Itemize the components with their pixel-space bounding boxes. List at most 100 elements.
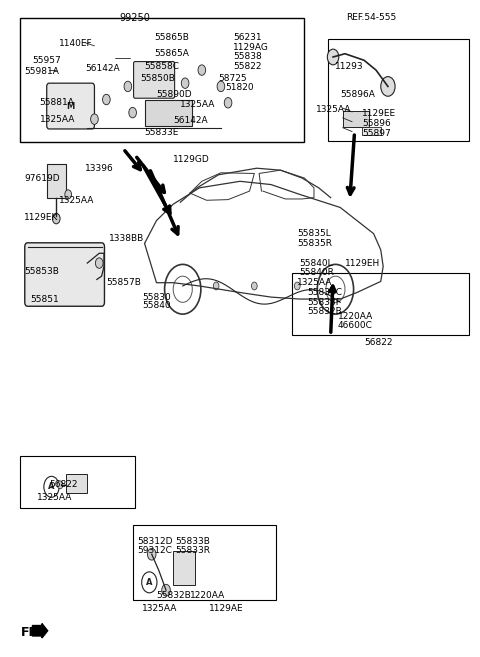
Text: 1325AA: 1325AA [37,493,72,502]
Text: 1325AA: 1325AA [316,105,352,114]
FancyBboxPatch shape [25,243,105,306]
Circle shape [162,584,170,596]
Text: 55890D: 55890D [156,90,192,99]
Bar [343,110,369,127]
Circle shape [147,549,156,560]
Text: A: A [146,578,153,587]
Text: 1129GD: 1129GD [173,155,210,164]
Circle shape [124,81,132,92]
Circle shape [91,114,98,124]
Text: 55833C: 55833C [307,288,342,297]
Text: 1129EH: 1129EH [345,259,380,267]
Bar [328,39,469,141]
Text: 55981A: 55981A [24,67,59,76]
Circle shape [217,81,225,92]
Bar [132,525,276,600]
Text: 1325AA: 1325AA [142,604,178,613]
Circle shape [381,77,395,97]
Text: 11293: 11293 [336,62,364,72]
Text: 55857B: 55857B [107,278,141,287]
Circle shape [57,481,63,489]
Bar [292,273,469,335]
Circle shape [327,49,339,65]
Text: 55850B: 55850B [140,74,175,83]
FancyArrow shape [33,623,48,638]
Text: 55896A: 55896A [340,90,375,99]
Text: REF.54-555: REF.54-555 [346,13,396,22]
Text: 1325AA: 1325AA [297,278,333,287]
Text: 55865B: 55865B [154,33,189,42]
Text: 1220AA: 1220AA [338,312,373,321]
Text: 1325AA: 1325AA [180,100,216,108]
Circle shape [52,214,60,224]
Bar [144,99,192,125]
Bar [362,127,381,135]
Circle shape [65,190,72,199]
Circle shape [103,95,110,104]
Text: FR.: FR. [21,626,44,639]
Text: 55835L: 55835L [297,229,331,238]
Text: 56231: 56231 [233,33,262,42]
Text: 1325AA: 1325AA [39,115,75,124]
Text: 59312C: 59312C [137,547,172,555]
FancyBboxPatch shape [47,83,95,129]
Text: 55896: 55896 [362,119,391,128]
Text: 55840R: 55840R [300,268,335,277]
Circle shape [129,107,136,118]
Text: 99250: 99250 [120,12,150,23]
Circle shape [213,282,219,290]
Text: 97619D: 97619D [24,173,60,183]
Circle shape [294,282,300,290]
Circle shape [142,572,157,593]
Text: 55833R: 55833R [176,547,211,555]
Text: 13396: 13396 [85,164,114,173]
Text: 1129AG: 1129AG [233,43,269,52]
Circle shape [44,476,59,497]
Text: 55833F: 55833F [307,298,341,307]
Bar [47,164,66,198]
Text: 55851: 55851 [30,294,59,304]
Text: 1325AA: 1325AA [59,196,94,206]
Text: 55840: 55840 [142,301,171,310]
Text: 55957: 55957 [33,56,61,65]
Text: 56142A: 56142A [173,116,208,125]
Text: 1140EF: 1140EF [59,39,92,49]
Text: 55865A: 55865A [154,49,189,58]
Bar [21,456,135,509]
Text: 51820: 51820 [226,83,254,92]
Text: 56822: 56822 [49,480,78,489]
Text: 55838: 55838 [233,53,262,62]
Text: 55853B: 55853B [24,267,59,276]
Text: M: M [66,102,75,110]
Text: 56822: 56822 [364,338,393,348]
Text: 56142A: 56142A [85,64,120,74]
Text: 1338BB: 1338BB [109,234,144,242]
Text: 55835R: 55835R [297,239,332,248]
Circle shape [96,258,103,268]
Text: 55832B: 55832B [156,591,191,600]
Text: 55858C: 55858C [144,62,180,72]
Text: 1129EE: 1129EE [362,110,396,118]
Circle shape [198,65,205,76]
Text: 55832B: 55832B [307,307,342,316]
Text: 1129AE: 1129AE [209,604,244,613]
Text: 58725: 58725 [218,74,247,83]
Text: 55833E: 55833E [144,127,179,137]
Text: 46600C: 46600C [338,321,372,330]
Bar [66,474,87,493]
Bar [173,551,195,585]
Circle shape [181,78,189,89]
Text: 1129EK: 1129EK [24,213,59,222]
Text: 55822: 55822 [233,62,261,72]
Text: A: A [48,482,55,491]
Text: 55897: 55897 [362,129,391,138]
Text: 55833B: 55833B [176,537,210,545]
Text: 55840L: 55840L [300,259,333,267]
Text: 1220AA: 1220AA [190,591,225,600]
Circle shape [224,97,232,108]
Text: 58312D: 58312D [137,537,173,545]
Circle shape [252,282,257,290]
FancyBboxPatch shape [133,62,175,98]
Text: 55830: 55830 [142,292,171,302]
Bar [21,18,304,142]
